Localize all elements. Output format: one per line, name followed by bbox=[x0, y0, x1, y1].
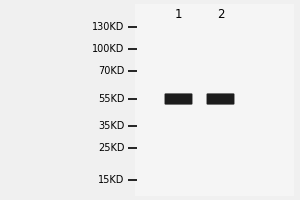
Text: 35KD: 35KD bbox=[98, 121, 124, 131]
Text: 1: 1 bbox=[175, 8, 182, 21]
FancyBboxPatch shape bbox=[207, 93, 235, 105]
Text: 2: 2 bbox=[217, 8, 224, 21]
Text: 100KD: 100KD bbox=[92, 44, 124, 54]
FancyBboxPatch shape bbox=[164, 93, 193, 105]
Text: 15KD: 15KD bbox=[98, 175, 124, 185]
Text: 130KD: 130KD bbox=[92, 22, 124, 32]
Text: 25KD: 25KD bbox=[98, 143, 124, 153]
Bar bbox=[135, 4, 294, 196]
Text: 55KD: 55KD bbox=[98, 94, 124, 104]
Text: 70KD: 70KD bbox=[98, 66, 124, 76]
